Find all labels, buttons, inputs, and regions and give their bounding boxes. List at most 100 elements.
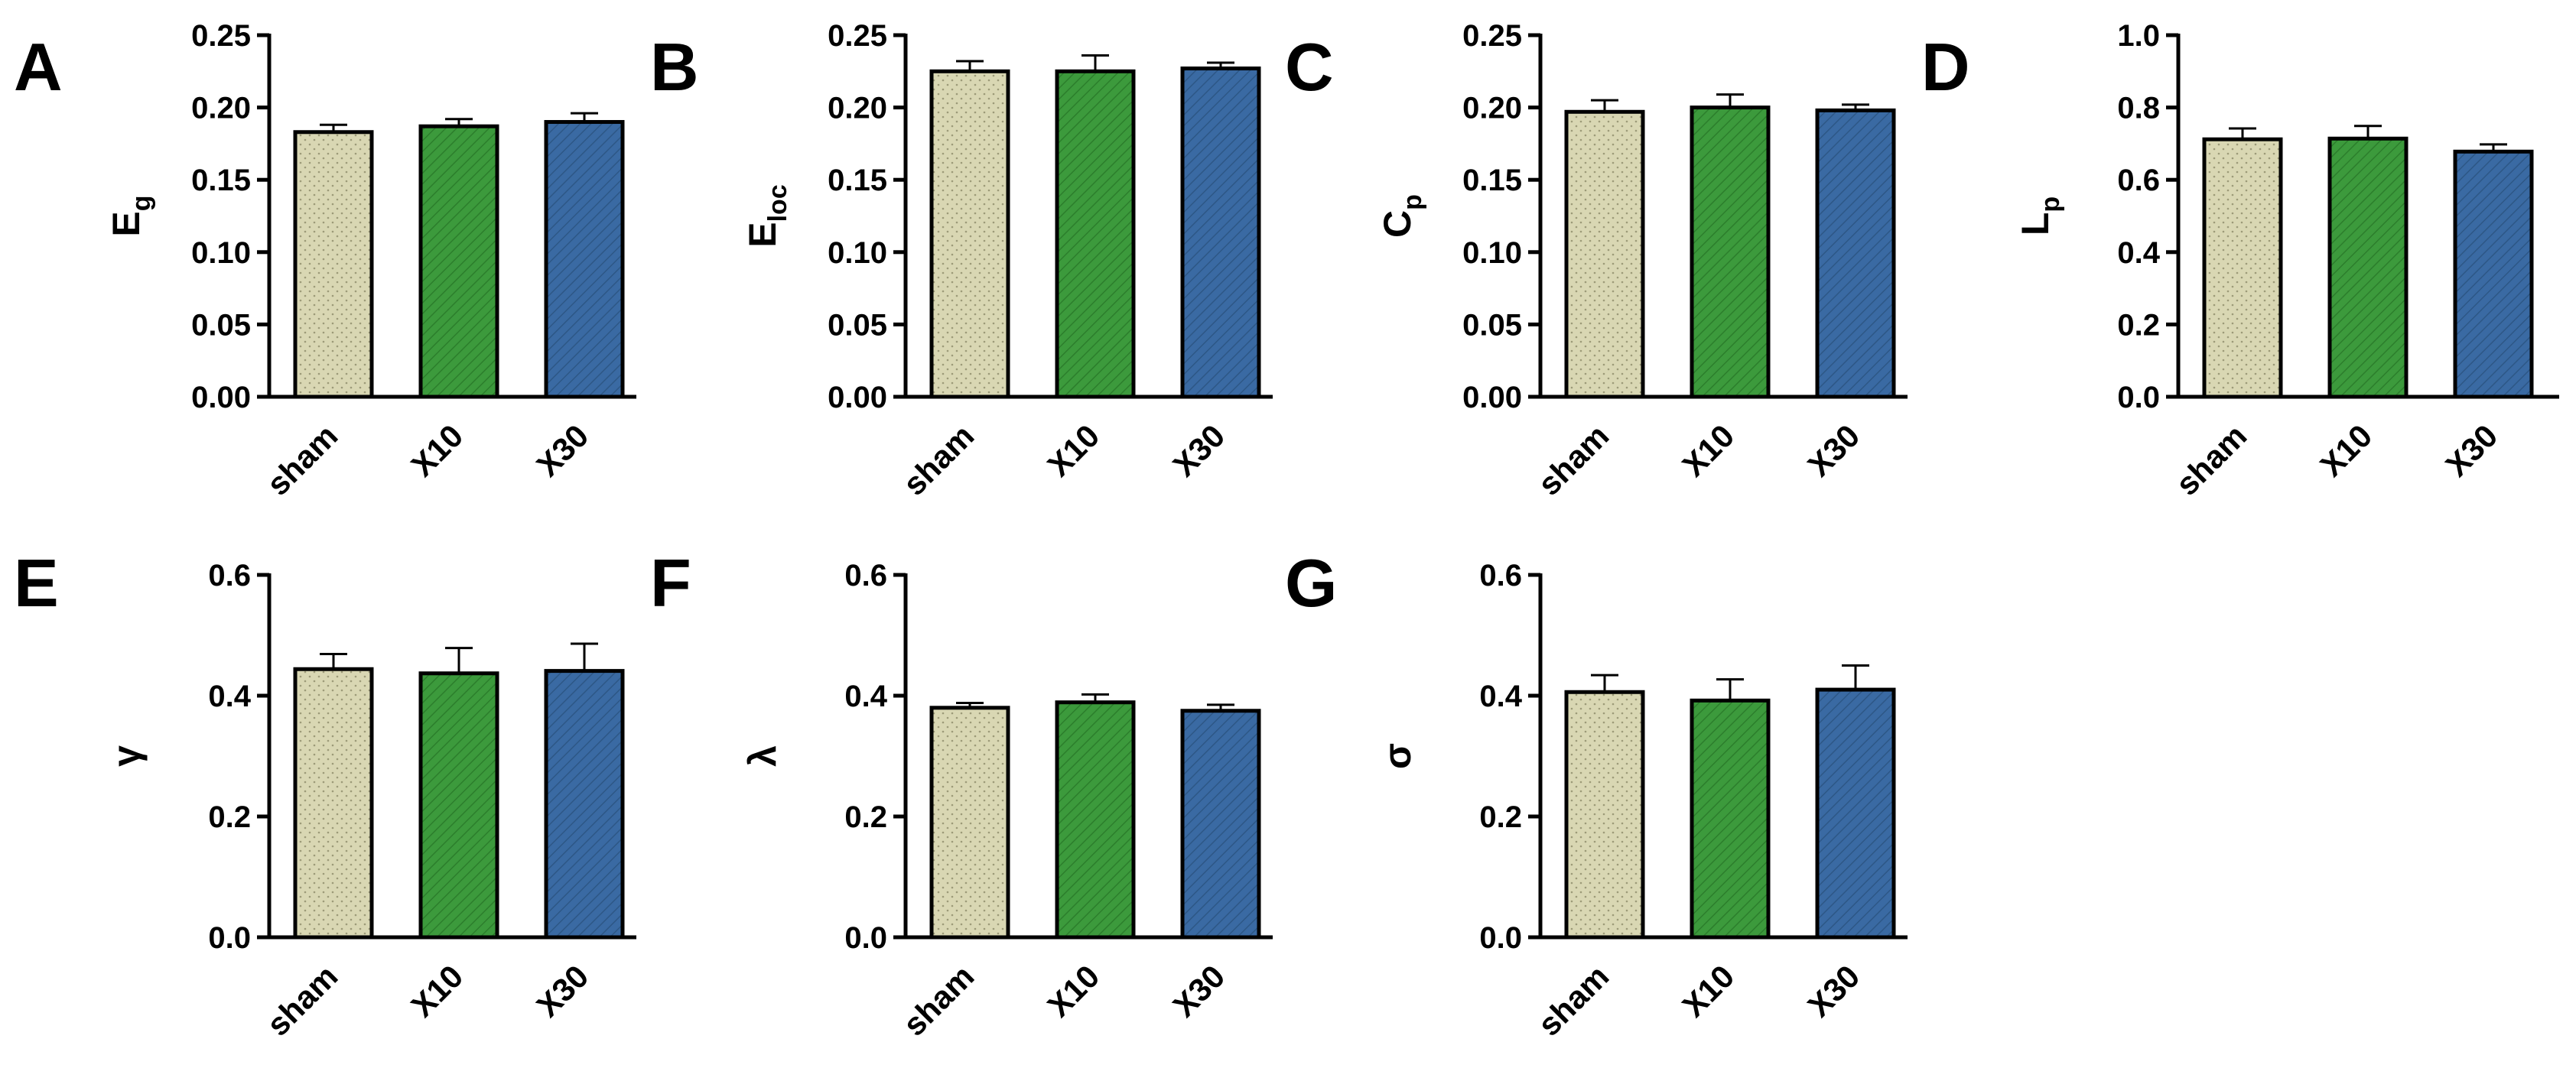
bar-x30 bbox=[1815, 687, 1896, 940]
category-label: X30 bbox=[1800, 958, 1866, 1024]
y-tick-label: 0.6 bbox=[844, 559, 887, 592]
category-label: sham bbox=[896, 958, 981, 1043]
y-tick-label: 0.10 bbox=[191, 236, 251, 270]
error-bar bbox=[1842, 103, 1869, 111]
y-tick-label: 0.4 bbox=[2117, 236, 2160, 270]
y-axis-label-main: L bbox=[2014, 213, 2057, 236]
category-label: X30 bbox=[529, 417, 595, 483]
category-label: X30 bbox=[2438, 417, 2504, 483]
y-tick-label: 0.8 bbox=[2117, 92, 2160, 125]
y-axis-label: Eloc bbox=[741, 184, 792, 247]
y-tick-label: 0.25 bbox=[191, 19, 251, 53]
panel-letter: E bbox=[14, 545, 59, 621]
bar-x30 bbox=[1180, 67, 1261, 399]
category-label: X30 bbox=[1166, 417, 1231, 483]
error-bar bbox=[1842, 664, 1869, 690]
error-bar bbox=[1081, 693, 1109, 703]
category-label: X30 bbox=[529, 958, 595, 1024]
category-label: sham bbox=[2169, 417, 2254, 502]
y-axis-label-sub: loc bbox=[763, 184, 792, 222]
y-axis-label: Eg bbox=[105, 195, 156, 236]
y-tick-label: 0.10 bbox=[1462, 236, 1522, 270]
bar-sham bbox=[293, 667, 374, 940]
bar-sham bbox=[1564, 690, 1645, 940]
category-label: X30 bbox=[1166, 958, 1231, 1024]
y-axis-label-main: σ bbox=[1376, 743, 1419, 769]
error-bar bbox=[1591, 99, 1618, 112]
error-bar bbox=[571, 642, 598, 671]
error-bar bbox=[445, 118, 473, 127]
y-tick-label: 0.4 bbox=[844, 680, 887, 713]
error-bar bbox=[571, 112, 598, 122]
y-tick-label: 0.10 bbox=[828, 236, 887, 270]
panel-letter: F bbox=[650, 545, 691, 621]
category-label: X10 bbox=[404, 958, 470, 1024]
y-tick-label: 0.15 bbox=[191, 164, 251, 197]
y-tick-label: 0.2 bbox=[2117, 308, 2160, 342]
bar-x30 bbox=[1815, 108, 1896, 399]
panel-letter: B bbox=[650, 29, 699, 105]
category-label: sham bbox=[260, 417, 345, 502]
category-label: X10 bbox=[1040, 417, 1106, 483]
bar-x30 bbox=[544, 669, 625, 940]
y-axis-label: Cp bbox=[1376, 194, 1427, 238]
error-bar bbox=[2229, 127, 2256, 140]
bar-x10 bbox=[2327, 136, 2408, 399]
y-tick-label: 0.6 bbox=[1479, 559, 1522, 592]
category-label: X10 bbox=[404, 417, 470, 483]
bar-x10 bbox=[1055, 700, 1136, 940]
error-bar bbox=[956, 701, 984, 708]
error-bar bbox=[1716, 93, 1744, 108]
category-label: X10 bbox=[2313, 417, 2379, 483]
error-bar bbox=[320, 652, 347, 670]
category-label: sham bbox=[1531, 417, 1616, 502]
y-axis-label: γ bbox=[105, 745, 148, 767]
bar-sham bbox=[2202, 137, 2283, 399]
y-axis-label-main: λ bbox=[741, 745, 784, 767]
y-tick-label: 0.00 bbox=[191, 381, 251, 414]
y-tick-label: 0.2 bbox=[1479, 800, 1522, 834]
y-axis-label: λ bbox=[741, 745, 784, 767]
y-tick-label: 0.25 bbox=[1462, 19, 1522, 53]
error-bar bbox=[1081, 54, 1109, 72]
y-tick-label: 0.15 bbox=[1462, 164, 1522, 197]
error-bar bbox=[956, 60, 984, 72]
panel-letter: A bbox=[14, 29, 63, 105]
error-bar bbox=[2480, 143, 2507, 152]
panel-letter: D bbox=[1921, 29, 1970, 105]
panel-letter: C bbox=[1285, 29, 1334, 105]
category-label: X10 bbox=[1675, 417, 1741, 483]
y-tick-label: 0.20 bbox=[1462, 92, 1522, 125]
y-tick-label: 0.05 bbox=[191, 308, 251, 342]
y-tick-label: 0.05 bbox=[1462, 308, 1522, 342]
y-tick-label: 0.6 bbox=[208, 559, 251, 592]
y-axis-label-main: E bbox=[741, 222, 784, 247]
y-tick-label: 0.0 bbox=[1479, 921, 1522, 955]
error-bar bbox=[1716, 678, 1744, 701]
category-label: X10 bbox=[1040, 958, 1106, 1024]
y-tick-label: 0.00 bbox=[828, 381, 887, 414]
bar-sham bbox=[293, 130, 374, 399]
y-tick-label: 0.20 bbox=[828, 92, 887, 125]
error-bar bbox=[1207, 61, 1234, 69]
y-axis-label: Lp bbox=[2014, 196, 2065, 235]
bar-x10 bbox=[1690, 698, 1771, 940]
y-tick-label: 0.0 bbox=[208, 921, 251, 955]
y-axis-label: σ bbox=[1376, 743, 1419, 769]
y-tick-label: 0.00 bbox=[1462, 381, 1522, 414]
bar-x10 bbox=[418, 671, 499, 940]
category-label: sham bbox=[1531, 958, 1616, 1043]
category-label: sham bbox=[896, 417, 981, 502]
bar-x10 bbox=[418, 124, 499, 399]
bar-sham bbox=[1564, 109, 1645, 399]
panel-letter: G bbox=[1285, 545, 1337, 621]
bar-x30 bbox=[544, 120, 625, 399]
error-bar bbox=[1591, 674, 1618, 693]
y-tick-label: 0.20 bbox=[191, 92, 251, 125]
y-tick-label: 0.2 bbox=[208, 800, 251, 834]
